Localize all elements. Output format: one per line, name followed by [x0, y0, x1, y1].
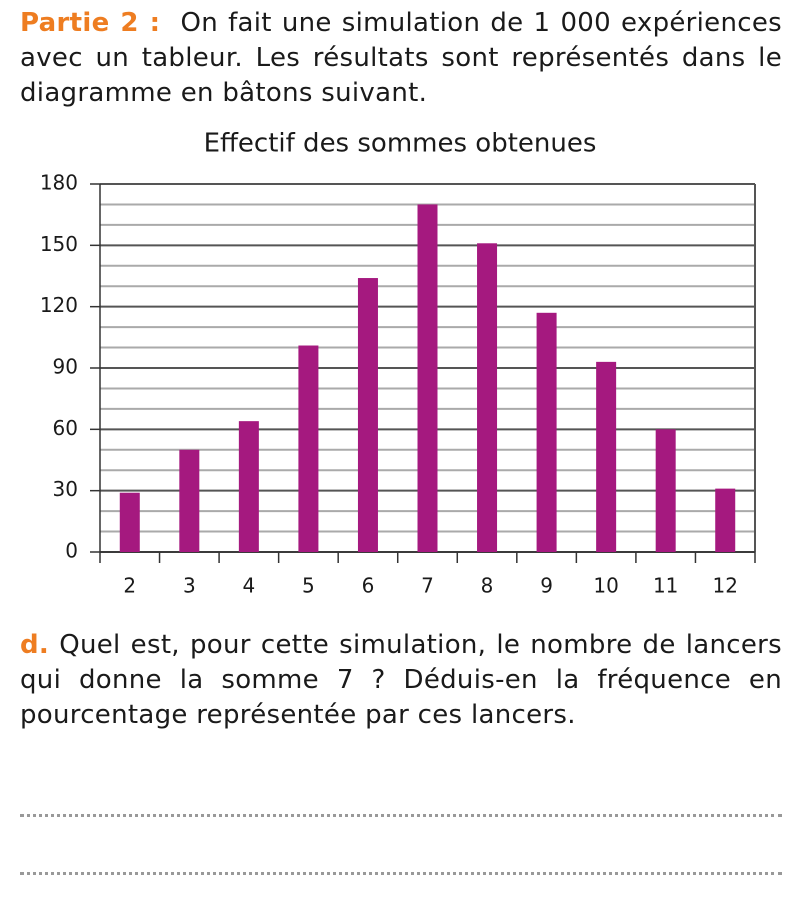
- question-label: d.: [20, 630, 50, 660]
- y-tick-label: 0: [65, 539, 78, 563]
- answer-line: [20, 814, 782, 817]
- bar: [357, 278, 378, 552]
- y-tick-label: 60: [53, 416, 78, 440]
- bar: [119, 492, 140, 552]
- bar: [298, 345, 319, 552]
- chart-title: Effectif des sommes obtenues: [204, 129, 597, 159]
- x-tick-label: 6: [362, 574, 375, 598]
- chart: Effectif des sommes obtenues 0 30 60 90 120 1…: [40, 129, 756, 598]
- x-tick-label: 8: [481, 574, 494, 598]
- x-tick-label: 12: [713, 574, 738, 598]
- x-tick-label: 10: [593, 574, 618, 598]
- bar: [715, 488, 736, 552]
- y-tick-label: 180: [40, 171, 78, 195]
- bar: [536, 312, 557, 552]
- bar: [179, 449, 200, 552]
- y-tick-label: 120: [40, 293, 78, 317]
- part-label: Partie 2 :: [20, 8, 161, 38]
- x-tick-label: 4: [242, 574, 255, 598]
- x-tick-label: 5: [302, 574, 315, 598]
- bar: [417, 204, 438, 552]
- intro: Partie 2 : On fait une simulation de 1 0…: [20, 6, 782, 111]
- x-tick-label: 7: [421, 574, 434, 598]
- answer-line: [20, 872, 782, 875]
- question-text: Quel est, pour cette simulation, le nomb…: [20, 630, 782, 730]
- bar: [596, 361, 617, 552]
- y-tick-label: 150: [40, 232, 78, 256]
- x-tick-label: 3: [183, 574, 196, 598]
- question: d. Quel est, pour cette simulation, le n…: [20, 628, 782, 733]
- x-tick-label: 2: [123, 574, 136, 598]
- y-tick-label: 90: [53, 355, 78, 379]
- bar: [655, 429, 676, 552]
- bar: [238, 421, 259, 552]
- x-tick-label: 11: [653, 574, 678, 598]
- bar: [477, 243, 498, 553]
- y-tick-label: 30: [53, 477, 78, 501]
- x-tick-label: 9: [540, 574, 553, 598]
- intro-text: On fait une simulation de 1 000 expérien…: [20, 8, 782, 108]
